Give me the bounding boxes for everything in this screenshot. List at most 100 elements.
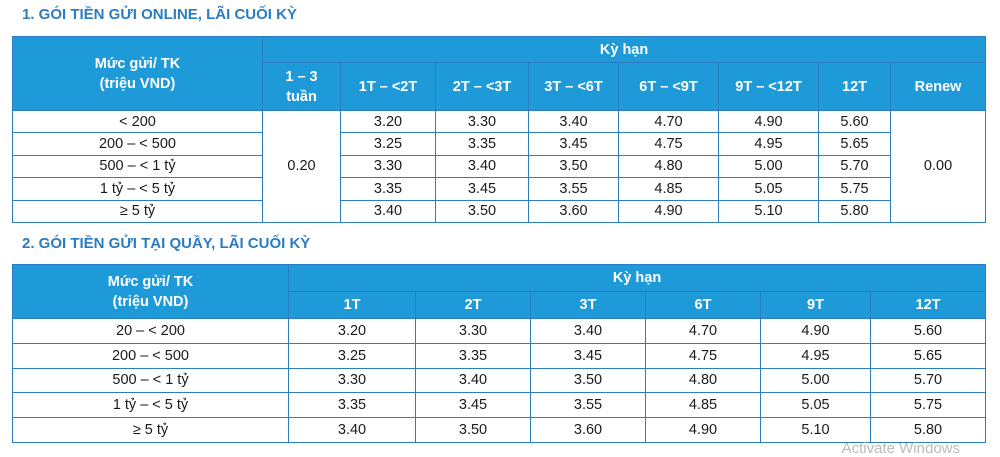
term-header: 1T – <2T — [340, 62, 436, 111]
rate-cell: 5.65 — [869, 342, 987, 369]
tier-cell: 500 – < 1 tỷ — [12, 367, 289, 394]
tier-cell: < 200 — [12, 109, 263, 134]
rate-cell: 3.55 — [528, 177, 619, 201]
term-header: 3T – <6T — [528, 62, 619, 111]
rate-cell: 3.40 — [528, 109, 619, 134]
tier-cell: 500 – < 1 tỷ — [12, 154, 263, 179]
rate-cell: 3.50 — [415, 417, 531, 443]
term-header: 12T — [818, 62, 891, 111]
rate-cell: 4.75 — [618, 132, 719, 156]
rate-cell: 5.80 — [869, 417, 987, 443]
rate-cell: 3.45 — [435, 177, 529, 201]
rate-cell: 5.80 — [818, 199, 891, 223]
header-row: 1 – 3 tuần 1T – <2T 2T – <3T 3T – <6T 6T – <9… — [13, 62, 987, 111]
rate-cell: 5.60 — [818, 109, 891, 134]
header-row: Mức gửi/ TK (triệu VND) Kỳ hạn — [12, 264, 987, 319]
term-header: 3T — [530, 291, 646, 319]
rate-cell: 5.70 — [818, 154, 891, 179]
term-header: 2T – <3T — [435, 62, 529, 111]
data-row: 500 – < 1 tỷ 3.30 3.40 3.50 4.80 5.00 5.70 — [12, 154, 986, 179]
data-row: 200 – < 500 3.25 3.35 3.45 4.75 4.95 5.65 — [12, 342, 987, 369]
rate-cell: 3.25 — [288, 342, 416, 369]
rate-cell: 4.90 — [718, 109, 819, 134]
term-header: 1T — [288, 291, 416, 319]
rate-cell: 3.45 — [528, 132, 619, 156]
data-row: < 200 0.20 3.20 3.30 3.40 4.70 4.90 5.60 0.00 — [12, 109, 987, 223]
rate-table: Mức gửi/ TK (triệu VND) Kỳ hạn 1 – 3 tuần 1T … — [12, 36, 987, 223]
rate-cell: 3.35 — [288, 392, 416, 419]
data-row: 1 tỷ – < 5 tỷ 3.35 3.45 3.55 4.85 5.05 5.75 — [12, 392, 987, 419]
rate-cell: 3.50 — [528, 154, 619, 179]
rate-cell: 3.35 — [340, 177, 436, 201]
tier-cell: 200 – < 500 — [12, 342, 289, 369]
rate-cell: 4.95 — [760, 342, 871, 369]
rate-cell: 3.60 — [528, 199, 619, 223]
rate-cell: 5.70 — [869, 367, 987, 394]
rate-cell: 4.90 — [645, 417, 761, 443]
tier-cell: 1 tỷ – < 5 tỷ — [12, 177, 263, 201]
rate-cell: 5.75 — [869, 392, 987, 419]
tier-cell: 200 – < 500 — [12, 132, 263, 156]
rate-cell: 0.00 — [889, 110, 987, 223]
rate-cell: 3.20 — [340, 109, 436, 134]
tier-header: Mức gửi/ TK (triệu VND) — [12, 264, 289, 319]
tier-header: Mức gửi/ TK (triệu VND) — [12, 36, 263, 111]
rate-cell: 4.90 — [618, 199, 719, 223]
data-row: ≥ 5 tỷ 3.40 3.50 3.60 4.90 5.10 5.80 — [12, 199, 986, 223]
header-row: Mức gửi/ TK (triệu VND) Kỳ hạn — [12, 36, 987, 111]
header-line: Mức gửi/ TK — [107, 273, 194, 290]
term-header: 6T – <9T — [618, 62, 719, 111]
data-row: 200 – < 500 3.25 3.35 3.45 4.75 4.95 5.65 — [12, 132, 986, 156]
tier-cell: ≥ 5 tỷ — [12, 417, 289, 443]
tier-cell: 1 tỷ – < 5 tỷ — [12, 392, 289, 419]
term-header: 1 – 3 tuần — [262, 62, 341, 111]
tier-cell: 20 – < 200 — [12, 318, 289, 344]
data-row: ≥ 5 tỷ 3.40 3.50 3.60 4.90 5.10 5.80 — [12, 417, 987, 443]
rate-cell: 5.05 — [760, 392, 871, 419]
rate-cell: 3.30 — [415, 318, 531, 344]
rate-cell: 3.35 — [435, 132, 529, 156]
rate-cell: 4.80 — [645, 367, 761, 394]
header-line: 1 – 3 — [285, 68, 318, 85]
rate-cell: 3.30 — [340, 154, 436, 179]
section-title: 2. GÓI TIỀN GỬI TẠI QUẦY, LÃI CUỐI KỲ — [22, 235, 311, 252]
term-header: Renew — [889, 62, 987, 111]
tier-cell: ≥ 5 tỷ — [12, 199, 263, 223]
header-line: (triệu VND) — [112, 293, 189, 310]
term-header: 6T — [645, 291, 761, 319]
rate-cell: 3.50 — [530, 367, 646, 394]
rate-cell: 4.75 — [645, 342, 761, 369]
term-header: 12T — [869, 291, 987, 319]
rate-cell: 5.60 — [869, 318, 987, 344]
term-header: 9T — [760, 291, 871, 319]
rate-cell: 3.20 — [288, 318, 416, 344]
rate-cell: 4.70 — [618, 109, 719, 134]
rate-cell: 3.40 — [288, 417, 416, 443]
header-line: Mức gửi/ TK — [94, 55, 181, 72]
term-header: 9T – <12T — [718, 62, 819, 111]
rate-cell: 5.00 — [718, 154, 819, 179]
rate-cell: 3.40 — [415, 367, 531, 394]
header-line: (triệu VND) — [99, 75, 176, 92]
rate-cell: 3.45 — [415, 392, 531, 419]
rate-cell: 4.85 — [618, 177, 719, 201]
header-row: 1T 2T 3T 6T 9T 12T — [13, 291, 987, 319]
rate-cell: 4.95 — [718, 132, 819, 156]
rate-table: Mức gửi/ TK (triệu VND) Kỳ hạn 1T 2T 3T 6T 9T 12… — [12, 264, 987, 443]
group-header: Kỳ hạn — [261, 36, 987, 63]
rate-cell: 3.40 — [340, 199, 436, 223]
rate-cell: 3.35 — [415, 342, 531, 369]
watermark: Activate Windows — [841, 440, 960, 457]
rate-cell: 3.45 — [530, 342, 646, 369]
rate-cell: 5.65 — [818, 132, 891, 156]
rate-cell: 0.20 — [262, 110, 341, 223]
rate-cell: 3.50 — [435, 199, 529, 223]
rate-cell: 4.80 — [618, 154, 719, 179]
rate-cell: 5.10 — [718, 199, 819, 223]
data-row: 1 tỷ – < 5 tỷ 3.35 3.45 3.55 4.85 5.05 5.75 — [12, 177, 986, 201]
group-header: Kỳ hạn — [287, 264, 987, 292]
rate-cell: 5.75 — [818, 177, 891, 201]
rate-cell: 5.05 — [718, 177, 819, 201]
rate-cell: 3.40 — [530, 318, 646, 344]
